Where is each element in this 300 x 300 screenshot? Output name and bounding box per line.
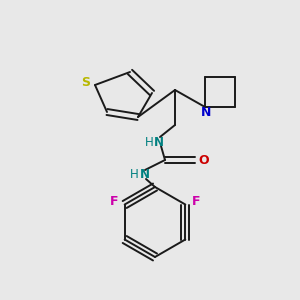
Text: H: H bbox=[145, 136, 153, 148]
Text: N: N bbox=[154, 136, 164, 148]
Text: N: N bbox=[201, 106, 211, 118]
Text: F: F bbox=[110, 195, 118, 208]
Text: N: N bbox=[140, 169, 150, 182]
Text: S: S bbox=[82, 76, 91, 88]
Text: O: O bbox=[199, 154, 209, 166]
Text: H: H bbox=[130, 169, 138, 182]
Text: F: F bbox=[192, 195, 201, 208]
